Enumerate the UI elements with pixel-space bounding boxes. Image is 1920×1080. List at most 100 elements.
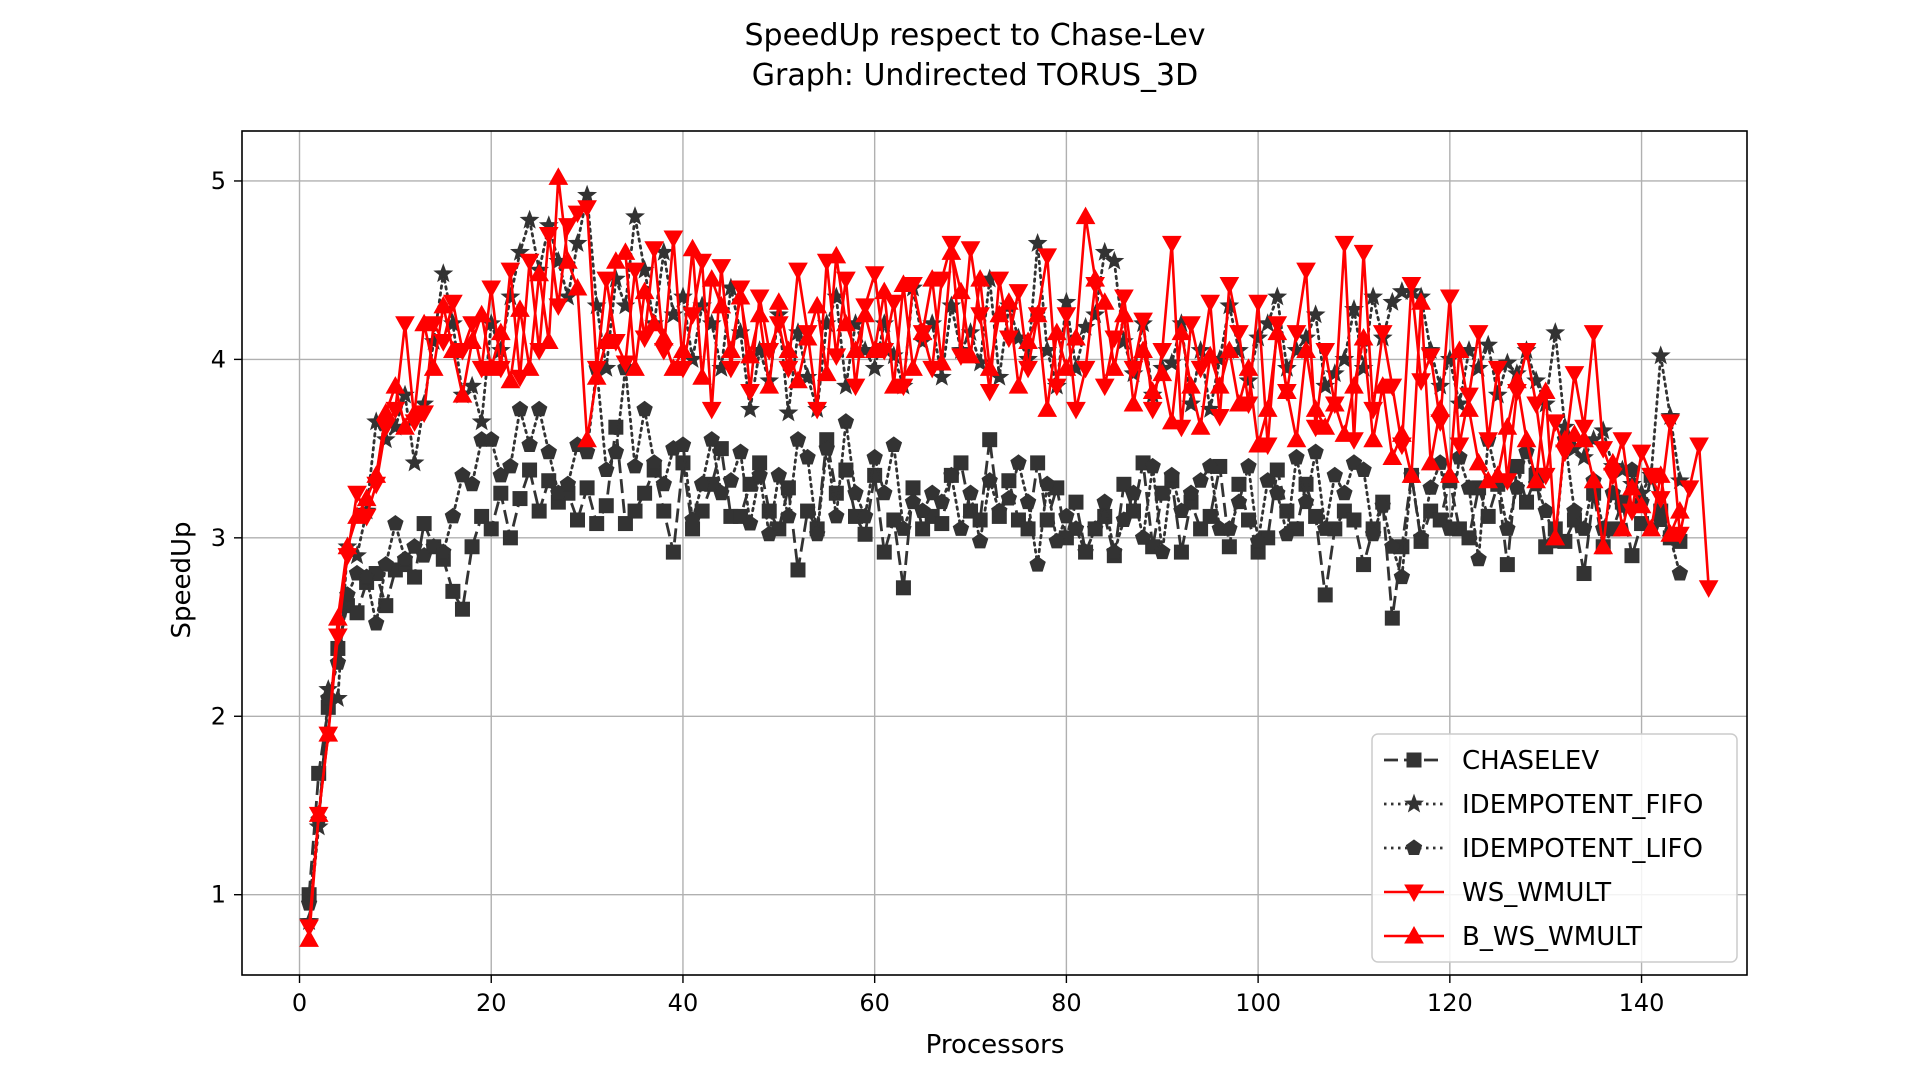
- data-point: [1106, 543, 1123, 560]
- data-point: [646, 454, 663, 470]
- data-point: [1669, 470, 1690, 490]
- data-point: [598, 461, 615, 477]
- data-point: [778, 402, 799, 422]
- plot-frame: [241, 130, 1748, 976]
- data-point: [886, 512, 902, 528]
- data-point: [809, 525, 826, 542]
- data-point: [674, 436, 692, 452]
- data-point: [1190, 340, 1211, 359]
- legend-marker: [1405, 839, 1423, 855]
- data-point: [1142, 401, 1163, 420]
- data-point: [433, 295, 454, 314]
- data-point: [1019, 493, 1037, 510]
- data-point: [953, 455, 969, 471]
- data-point: [895, 580, 911, 596]
- data-point: [1384, 538, 1401, 554]
- data-point: [1056, 358, 1077, 376]
- data-point: [761, 525, 778, 542]
- data-point: [1326, 466, 1343, 483]
- data-point: [444, 507, 462, 524]
- data-point: [866, 448, 883, 465]
- data-point: [1460, 479, 1478, 495]
- data-point: [548, 167, 569, 185]
- data-point: [1085, 269, 1106, 287]
- data-point: [713, 484, 730, 501]
- data-point: [1353, 244, 1374, 263]
- data-point: [1276, 357, 1297, 377]
- data-point: [982, 432, 998, 448]
- data-point: [1058, 507, 1075, 524]
- data-point: [644, 313, 665, 332]
- data-point: [1152, 342, 1173, 361]
- data-point: [608, 419, 624, 435]
- data-point: [941, 242, 962, 260]
- data-point: [1077, 543, 1094, 560]
- x-axis-label: Processors: [926, 1030, 1065, 1060]
- data-point: [1545, 322, 1566, 342]
- data-point: [857, 526, 873, 542]
- data-point: [558, 218, 578, 236]
- data-point: [807, 401, 828, 420]
- data-point: [1056, 307, 1077, 325]
- data-point: [799, 448, 816, 465]
- data-point: [625, 206, 645, 226]
- data-point: [1202, 508, 1218, 524]
- data-point: [521, 436, 538, 452]
- data-point: [1689, 437, 1709, 456]
- data-point: [579, 480, 595, 496]
- data-point: [749, 304, 770, 323]
- data-point: [395, 316, 415, 334]
- data-point: [1229, 393, 1249, 412]
- data-point: [1248, 294, 1268, 313]
- data-point: [847, 484, 864, 501]
- data-point: [627, 503, 643, 519]
- data-point: [1324, 393, 1345, 412]
- data-point: [1086, 520, 1104, 536]
- data-point: [1257, 399, 1278, 417]
- data-point: [626, 457, 644, 474]
- data-point: [375, 402, 396, 421]
- data-point: [883, 294, 904, 313]
- legend-label: WS_WMULT: [1462, 878, 1611, 908]
- data-point: [816, 363, 837, 382]
- data-point: [1336, 484, 1353, 501]
- data-point: [732, 443, 749, 460]
- data-point: [864, 340, 885, 358]
- legend-marker: [1406, 752, 1422, 768]
- data-point: [1497, 352, 1518, 372]
- data-point: [1468, 452, 1489, 471]
- data-point: [1430, 399, 1451, 417]
- data-point: [807, 295, 828, 314]
- data-point: [1142, 381, 1163, 400]
- data-point: [876, 544, 892, 560]
- data-point: [656, 503, 672, 519]
- data-point: [577, 184, 598, 204]
- data-point: [864, 266, 885, 284]
- data-point: [1209, 376, 1230, 394]
- data-point: [1094, 292, 1115, 310]
- data-point: [1037, 399, 1058, 417]
- data-point: [1133, 340, 1153, 358]
- data-point: [684, 511, 701, 527]
- data-point: [1238, 358, 1259, 376]
- data-point: [1670, 501, 1690, 519]
- legend-marker: [1404, 884, 1424, 903]
- data-point: [1459, 387, 1479, 406]
- data-point: [1259, 472, 1276, 488]
- data-point: [510, 241, 530, 261]
- data-point: [912, 322, 933, 341]
- data-point: [358, 568, 375, 585]
- y-tick-label: 1: [211, 881, 226, 909]
- data-point: [510, 299, 530, 317]
- data-point: [713, 441, 729, 457]
- data-point: [577, 200, 597, 218]
- series-line: [307, 177, 1682, 940]
- data-point: [778, 340, 799, 358]
- data-point: [625, 358, 645, 376]
- data-point: [1094, 241, 1115, 261]
- data-point: [931, 352, 952, 371]
- data-point: [328, 608, 348, 626]
- data-point: [692, 253, 712, 272]
- data-point: [721, 360, 741, 379]
